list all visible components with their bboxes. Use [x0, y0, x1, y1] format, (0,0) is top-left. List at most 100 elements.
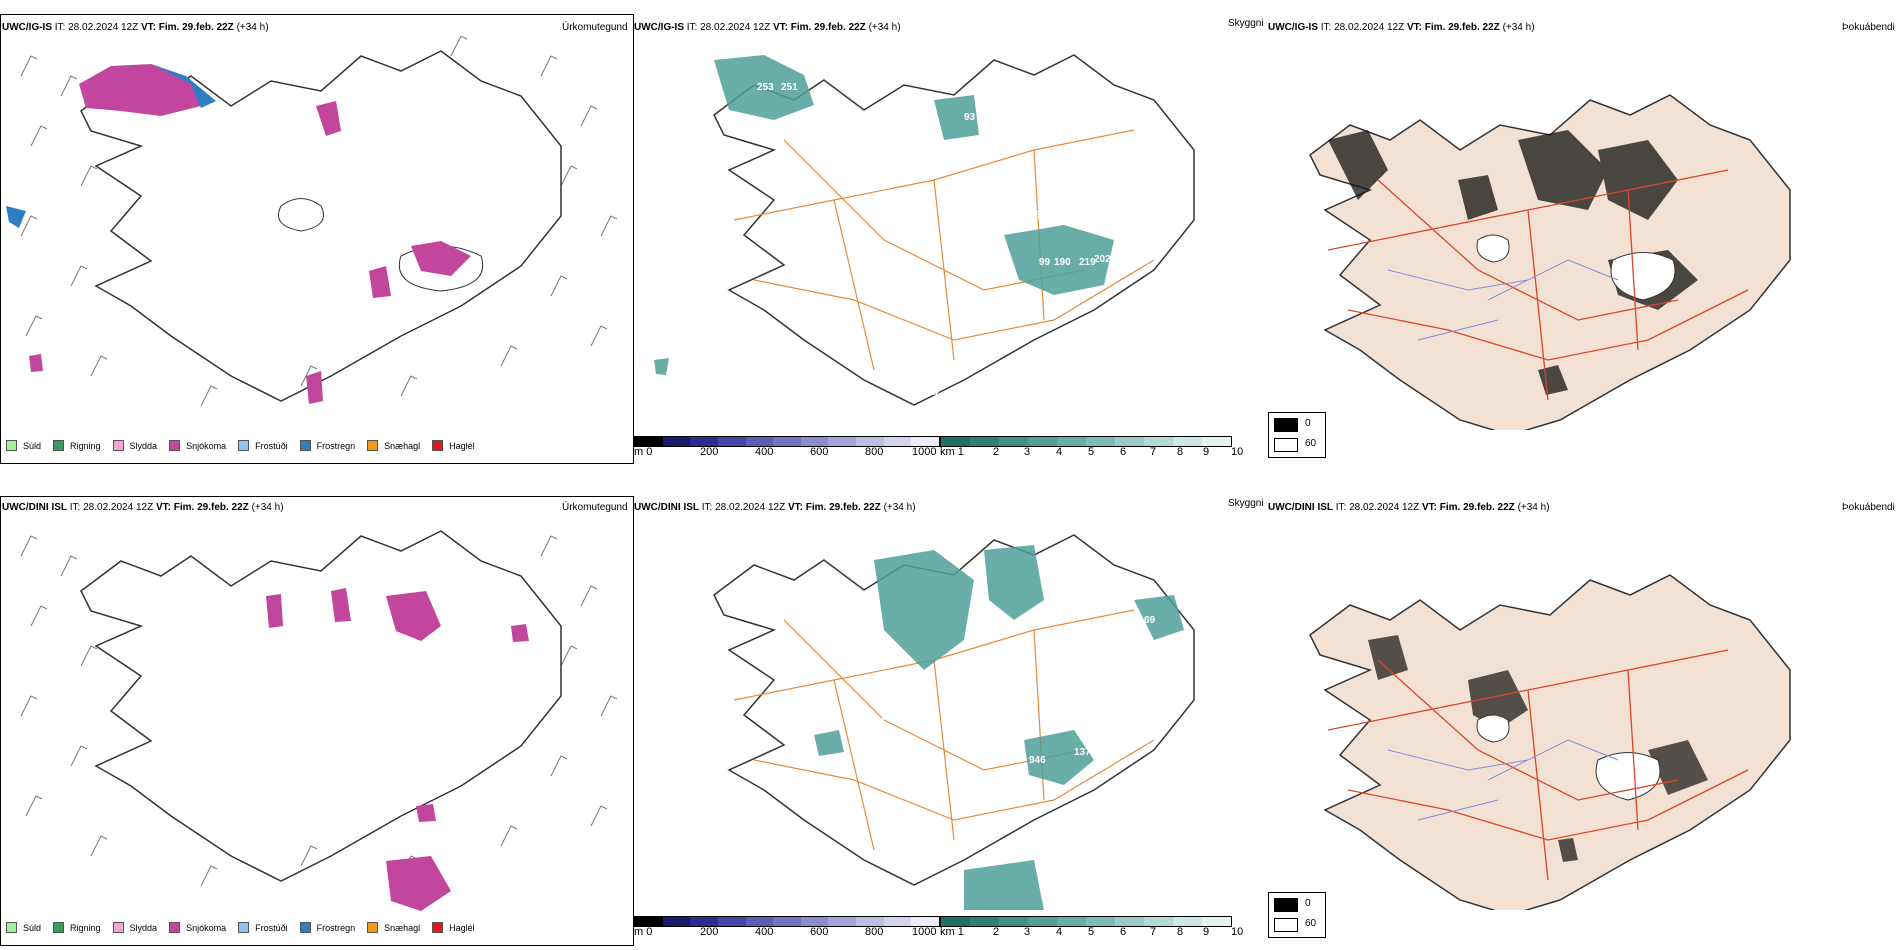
- height-scale-labels-dini: m 0: [634, 926, 653, 938]
- fog-key-low: 0: [1305, 898, 1311, 909]
- vis-tick: 5: [1088, 446, 1095, 458]
- legend-swatch: [238, 440, 250, 451]
- legend-item: Súld: [6, 440, 41, 451]
- cloud-header-igis: UWC/IG-IS IT: 28.02.2024 12Z VT: Fim. 29…: [634, 22, 901, 33]
- legend-item: Snjókoma: [169, 922, 226, 933]
- legend-item: Rigning: [53, 440, 101, 451]
- legend-item: Haglél: [432, 922, 475, 933]
- vis-tick: 5: [1088, 926, 1095, 938]
- cloud-label: 122: [924, 387, 941, 398]
- legend-item: Slydda: [112, 440, 157, 451]
- it-label: IT:: [54, 22, 66, 33]
- iceland-coast: [80, 530, 562, 882]
- height-tick: 200: [700, 926, 719, 938]
- cloud-label: 253: [757, 82, 774, 93]
- frost-areas: [6, 64, 216, 228]
- legend-swatch: [112, 440, 124, 451]
- cloud-title-igis: Skyggni: [1228, 18, 1264, 29]
- cloud-label: 71: [1179, 632, 1191, 643]
- legend-swatch: [6, 922, 17, 933]
- vis-tick: 2: [993, 446, 1000, 458]
- precip-map-dini: [20, 530, 618, 911]
- legend-item: Frostúði: [238, 922, 288, 933]
- height-tick: 200: [700, 446, 719, 458]
- cloud-label: 190: [1054, 257, 1071, 268]
- precip-panel-igis: [0, 14, 634, 464]
- fog-header-igis: UWC/IG-IS IT: 28.02.2024 12Z VT: Fim. 29…: [1268, 22, 1535, 33]
- road-network: [1327, 649, 1749, 881]
- legend-item: Haglél: [432, 440, 475, 451]
- fog-key-low: 0: [1305, 418, 1311, 429]
- road-network: [733, 129, 1155, 371]
- legend-swatch: [432, 440, 444, 451]
- vis-tick: 9: [1203, 446, 1210, 458]
- cloud-areas: [814, 545, 1184, 910]
- legend-swatch: [169, 922, 181, 933]
- legend-swatch: [53, 922, 65, 933]
- fog-key-dini: 0 60: [1268, 892, 1326, 938]
- iceland-coast: [80, 50, 562, 402]
- cloud-label: 69: [1144, 615, 1156, 626]
- vis-tick: 3: [1024, 926, 1031, 938]
- cloud-label: 219: [1079, 257, 1096, 268]
- vis-tick: 7: [1150, 446, 1157, 458]
- height-tick: 400: [755, 446, 774, 458]
- legend-item: Rigning: [53, 922, 101, 933]
- height-tick: 800: [865, 926, 884, 938]
- cloud-label: 251: [869, 717, 886, 728]
- legend-swatch: [112, 922, 124, 933]
- cloud-label: 93: [964, 112, 976, 123]
- precip-panel-dini: [0, 496, 634, 946]
- vt-label: VT:: [140, 22, 156, 33]
- glaciers: [1476, 234, 1676, 301]
- legend-item: Snjókoma: [169, 440, 226, 451]
- legend-swatch: [169, 440, 181, 451]
- cloud-height-labels: 69 71 946 137 251: [869, 615, 1191, 766]
- road-network: [1327, 169, 1749, 401]
- vis-tick: 6: [1120, 446, 1127, 458]
- cloud-map-dini: 69 71 946 137 251: [713, 534, 1195, 910]
- cloud-areas: [654, 55, 1114, 375]
- cloud-map-igis: 253 251 93 258 99 190 219 202 902 122: [654, 54, 1195, 406]
- legend-swatch: [53, 440, 65, 451]
- cloud-title-dini: Skyggni: [1228, 498, 1264, 509]
- precip-legend-dini: Súld Rigning Slydda Snjókoma Frostúði Fr…: [6, 922, 487, 933]
- precip-title-dini: Úrkomutegund: [562, 502, 628, 513]
- vis-tick: 2: [993, 926, 1000, 938]
- legend-item: Frostregn: [299, 922, 355, 933]
- fog-key-high: 60: [1305, 918, 1317, 929]
- height-tick: 800: [865, 446, 884, 458]
- legend-swatch: [299, 440, 311, 451]
- fog-map-igis: [1309, 94, 1791, 430]
- vis-tick: 8: [1177, 446, 1184, 458]
- snow-areas: [29, 64, 471, 404]
- legend-swatch: [6, 440, 17, 451]
- cloud-label: 202: [1094, 254, 1111, 265]
- cloud-label: 251: [781, 82, 798, 93]
- rivers: [1387, 259, 1619, 341]
- vt-value: Fim. 29.feb. 22Z: [158, 22, 234, 33]
- height-colorbar-igis: [634, 436, 940, 447]
- fog-key-high: 60: [1305, 438, 1317, 449]
- height-scale-labels-igis: m 0: [634, 446, 653, 458]
- fog-map-dini: [1309, 574, 1791, 910]
- precip-header-igis: UWC/IG-IS IT: 28.02.2024 12Z VT: Fim. 29…: [2, 22, 269, 33]
- height-tick: 1000: [912, 446, 937, 458]
- legend-swatch: [299, 922, 311, 933]
- legend-item: Frostregn: [299, 440, 355, 451]
- cloud-label: 99: [1039, 257, 1051, 268]
- vis-scale-labels-igis: km 1: [940, 446, 964, 458]
- fog-title-igis: Þokuábendi: [1842, 22, 1895, 33]
- height-tick: 400: [755, 926, 774, 938]
- vis-colorbar-dini: [940, 916, 1232, 927]
- fog-header-dini: UWC/DINI ISL IT: 28.02.2024 12Z VT: Fim.…: [1268, 502, 1550, 513]
- precip-map-igis: [6, 36, 618, 407]
- height-colorbar-dini: [634, 916, 940, 927]
- wind-barbs: [20, 535, 618, 887]
- legend-swatch: [367, 922, 379, 933]
- legend-item: Súld: [6, 922, 41, 933]
- precip-legend-igis: Súld Rigning Slydda Snjókoma Frostúði Fr…: [6, 440, 487, 451]
- legend-swatch: [238, 922, 250, 933]
- vis-tick: 3: [1024, 446, 1031, 458]
- vis-colorbar-igis: [940, 436, 1232, 447]
